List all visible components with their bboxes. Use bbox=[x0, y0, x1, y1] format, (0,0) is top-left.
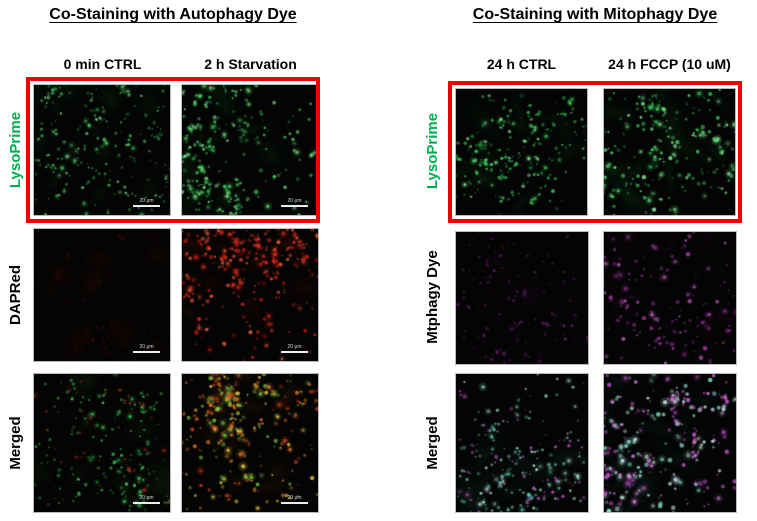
micrograph-merged-ctrl: 20 μm bbox=[33, 373, 171, 513]
scale-bar-label: 20 μm bbox=[139, 344, 154, 350]
micrograph-lysoprime-ctrl: 20 μm bbox=[33, 84, 171, 216]
panel-title-autophagy: Co-Staining with Autophagy Dye bbox=[49, 6, 297, 23]
row-label-merged: Merged bbox=[424, 416, 441, 470]
column-header-2h-starvation: 2 h Starvation bbox=[204, 56, 297, 72]
micrograph-mtphagy-24h-fccp bbox=[603, 231, 737, 365]
micrograph-dapred-ctrl: 20 μm bbox=[33, 228, 171, 362]
column-header-0min-ctrl: 0 min CTRL bbox=[63, 56, 142, 72]
scale-bar bbox=[133, 502, 160, 504]
scale-bar bbox=[281, 351, 308, 353]
scale-bar-label: 20 μm bbox=[287, 344, 302, 350]
highlight-box-mitophagy bbox=[448, 81, 742, 223]
scale-bar bbox=[281, 205, 308, 207]
micrograph-lysoprime-24h-ctrl bbox=[455, 88, 588, 216]
scale-bar bbox=[281, 502, 308, 504]
scale-bar-label: 20 μm bbox=[287, 495, 302, 501]
micrograph-merged-starvation: 20 μm bbox=[181, 373, 319, 513]
scale-bar bbox=[133, 351, 160, 353]
scale-bar bbox=[133, 205, 160, 207]
column-header-24h-fccp: 24 h FCCP (10 uM) bbox=[608, 56, 731, 72]
micrograph-lysoprime-24h-fccp bbox=[603, 88, 736, 216]
row-label-lysoprime: LysoPrime bbox=[424, 112, 441, 190]
micrograph-dapred-starvation: 20 μm bbox=[181, 228, 319, 362]
scale-bar-label: 20 μm bbox=[139, 198, 154, 204]
scale-bar-label: 20 μm bbox=[139, 495, 154, 501]
micrograph-lysoprime-starvation: 20 μm bbox=[181, 84, 319, 216]
highlight-box-autophagy bbox=[26, 77, 320, 223]
scale-bar-label: 20 μm bbox=[287, 198, 302, 204]
micrograph-merged-24h-ctrl bbox=[455, 373, 589, 513]
column-header-24h-ctrl: 24 h CTRL bbox=[486, 56, 557, 72]
micrograph-merged-24h-fccp bbox=[603, 373, 737, 513]
panel-title-mitophagy: Co-Staining with Mitophagy Dye bbox=[472, 6, 718, 23]
row-label-mtphagy-dye: Mtphagy Dye bbox=[424, 250, 441, 344]
micrograph-mtphagy-24h-ctrl bbox=[455, 231, 589, 365]
